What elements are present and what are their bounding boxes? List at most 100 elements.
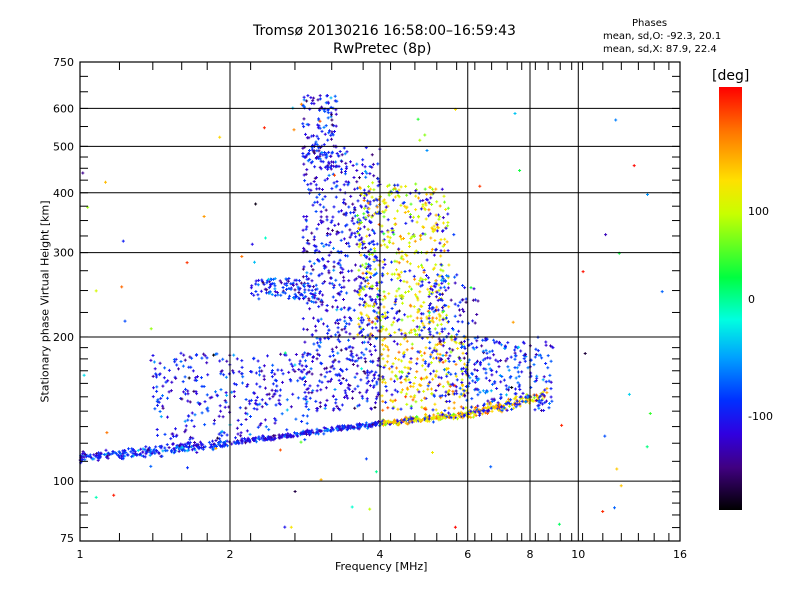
data-point: [384, 201, 388, 205]
data-point: [368, 264, 372, 268]
data-point: [376, 363, 380, 367]
data-point: [369, 406, 373, 410]
data-point: [429, 287, 433, 291]
data-point: [536, 404, 540, 408]
data-point: [427, 362, 431, 366]
data-point: [332, 181, 336, 185]
data-point: [406, 210, 410, 213]
data-point: [388, 423, 392, 426]
data-point: [446, 367, 450, 370]
data-point: [400, 254, 404, 258]
data-point: [431, 420, 435, 424]
data-point: [151, 354, 155, 357]
data-point: [375, 395, 379, 399]
data-point: [545, 399, 548, 403]
data-point: [332, 367, 336, 371]
data-point: [524, 400, 528, 404]
x-tick-label: 16: [673, 548, 687, 561]
data-point: [214, 352, 218, 356]
data-point: [434, 389, 438, 392]
data-point: [239, 431, 243, 435]
data-point: [202, 352, 206, 356]
data-point: [262, 126, 266, 130]
data-point: [337, 222, 340, 226]
data-point: [427, 327, 431, 331]
data-point: [313, 165, 317, 169]
data-point: [331, 228, 334, 232]
data-point: [504, 359, 508, 363]
data-point: [366, 304, 370, 308]
data-point: [230, 442, 234, 446]
data-point: [82, 373, 86, 377]
data-point: [296, 285, 300, 289]
data-point: [461, 366, 465, 370]
data-point: [307, 298, 311, 302]
data-point: [300, 293, 304, 297]
data-point: [329, 429, 333, 433]
data-point: [305, 99, 309, 103]
data-point: [427, 316, 431, 320]
data-point: [285, 398, 289, 402]
data-point: [444, 359, 447, 363]
data-point: [222, 373, 226, 377]
data-point: [335, 164, 339, 168]
data-point: [360, 321, 364, 325]
data-point: [459, 359, 462, 362]
data-point: [367, 242, 371, 246]
data-point: [265, 281, 269, 285]
data-point: [203, 400, 207, 404]
data-point: [484, 371, 488, 375]
data-point: [371, 305, 375, 308]
data-point: [335, 99, 339, 103]
data-point: [121, 239, 125, 243]
data-point: [435, 223, 439, 227]
data-point: [513, 354, 517, 358]
data-point: [485, 402, 489, 406]
data-point: [381, 327, 385, 331]
data-point: [421, 312, 425, 316]
data-point: [443, 327, 447, 331]
data-point: [395, 310, 399, 314]
data-point: [167, 390, 171, 394]
data-point: [463, 393, 467, 397]
data-point: [258, 366, 262, 370]
data-point: [329, 276, 332, 280]
data-point: [399, 185, 403, 189]
data-point: [296, 396, 300, 400]
data-point: [362, 303, 366, 307]
data-point: [262, 282, 266, 286]
data-point: [364, 457, 368, 461]
data-point: [389, 398, 393, 402]
data-point: [285, 408, 289, 412]
data-point: [441, 292, 444, 296]
data-point: [248, 432, 252, 436]
data-point: [194, 390, 198, 394]
data-point: [362, 370, 366, 373]
data-point: [260, 436, 264, 440]
data-point: [383, 337, 387, 340]
data-point: [375, 422, 378, 426]
data-point: [383, 364, 387, 368]
data-point: [192, 424, 196, 428]
data-point: [340, 170, 343, 174]
data-point: [409, 406, 413, 410]
data-point: [214, 447, 218, 450]
data-point: [368, 349, 372, 353]
data-point: [360, 351, 364, 355]
data-point: [424, 278, 428, 281]
data-point: [280, 412, 284, 416]
data-point: [412, 419, 416, 422]
data-point: [171, 432, 175, 436]
data-point: [219, 440, 223, 444]
data-point: [155, 375, 158, 379]
data-point: [313, 142, 317, 146]
data-point: [367, 207, 371, 211]
data-point: [315, 149, 319, 153]
data-point: [351, 390, 355, 393]
data-point: [397, 287, 401, 291]
data-point: [307, 242, 311, 246]
data-point: [328, 240, 332, 244]
data-point: [332, 205, 336, 209]
data-point: [467, 381, 471, 385]
data-point: [318, 291, 322, 295]
